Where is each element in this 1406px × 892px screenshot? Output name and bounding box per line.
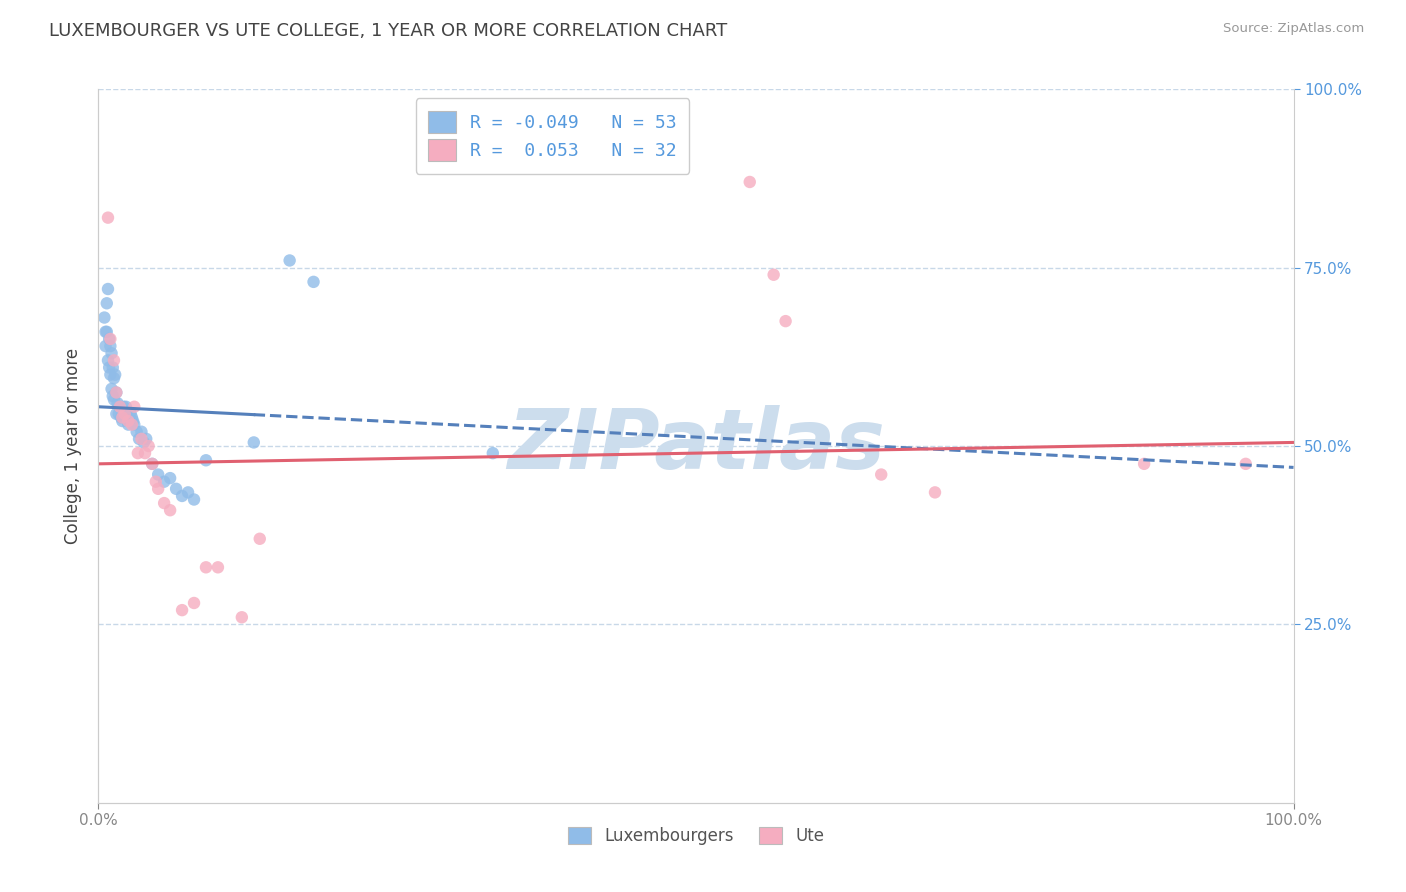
Point xyxy=(231,610,253,624)
Point xyxy=(172,489,194,503)
Point xyxy=(93,310,115,325)
Point xyxy=(117,417,139,432)
Point xyxy=(100,346,122,360)
Point xyxy=(153,496,176,510)
Point xyxy=(94,339,117,353)
Point xyxy=(100,382,122,396)
Point xyxy=(98,332,121,346)
Point xyxy=(775,314,797,328)
Point xyxy=(101,360,124,375)
Point xyxy=(101,389,124,403)
Point xyxy=(98,332,122,346)
Point xyxy=(97,353,120,368)
Point xyxy=(924,485,946,500)
Point xyxy=(125,425,148,439)
Point xyxy=(159,471,181,485)
Point xyxy=(148,482,170,496)
Point xyxy=(738,175,761,189)
Point xyxy=(870,467,893,482)
Point xyxy=(302,275,325,289)
Point xyxy=(1133,457,1156,471)
Point xyxy=(131,432,153,446)
Point xyxy=(481,446,505,460)
Point xyxy=(114,407,136,421)
Point xyxy=(165,482,187,496)
Point xyxy=(107,407,129,421)
Point xyxy=(131,425,153,439)
Point xyxy=(114,407,136,421)
Point xyxy=(177,485,200,500)
Point xyxy=(111,414,134,428)
Point xyxy=(103,392,125,407)
Point xyxy=(141,457,163,471)
Point xyxy=(111,410,134,425)
Legend: Luxembourgers, Ute: Luxembourgers, Ute xyxy=(561,820,831,852)
Point xyxy=(96,325,118,339)
Point xyxy=(105,385,128,400)
Point xyxy=(1234,457,1257,471)
Point xyxy=(128,432,150,446)
Text: LUXEMBOURGER VS UTE COLLEGE, 1 YEAR OR MORE CORRELATION CHART: LUXEMBOURGER VS UTE COLLEGE, 1 YEAR OR M… xyxy=(49,22,727,40)
Point xyxy=(207,560,229,574)
Point xyxy=(762,268,785,282)
Point xyxy=(120,407,142,421)
Point xyxy=(110,410,132,425)
Point xyxy=(141,457,163,471)
Point xyxy=(98,339,122,353)
Point xyxy=(96,296,118,310)
Point xyxy=(122,414,145,428)
Point xyxy=(121,410,143,425)
Point xyxy=(97,282,120,296)
Point xyxy=(195,560,218,574)
Point xyxy=(183,596,205,610)
Point xyxy=(127,446,149,460)
Point xyxy=(159,503,181,517)
Point xyxy=(107,396,129,410)
Point xyxy=(115,407,138,421)
Point xyxy=(105,407,128,421)
Point xyxy=(105,385,128,400)
Point xyxy=(132,435,155,450)
Y-axis label: College, 1 year or more: College, 1 year or more xyxy=(65,348,83,544)
Point xyxy=(243,435,266,450)
Point xyxy=(112,400,135,414)
Point xyxy=(97,211,120,225)
Point xyxy=(183,492,205,507)
Point xyxy=(124,417,146,432)
Point xyxy=(117,414,139,428)
Point xyxy=(108,400,131,414)
Point xyxy=(148,467,170,482)
Point xyxy=(115,400,138,414)
Point xyxy=(138,439,160,453)
Point xyxy=(145,475,167,489)
Point xyxy=(118,414,141,428)
Point xyxy=(135,432,157,446)
Point xyxy=(94,325,117,339)
Point xyxy=(249,532,271,546)
Point xyxy=(104,368,127,382)
Point xyxy=(195,453,218,467)
Point xyxy=(278,253,301,268)
Point xyxy=(134,446,156,460)
Point xyxy=(103,371,125,385)
Point xyxy=(98,360,121,375)
Text: Source: ZipAtlas.com: Source: ZipAtlas.com xyxy=(1223,22,1364,36)
Point xyxy=(121,417,143,432)
Point xyxy=(98,368,122,382)
Point xyxy=(108,400,131,414)
Point xyxy=(172,603,194,617)
Point xyxy=(103,353,125,368)
Point xyxy=(124,400,146,414)
Text: ZIPatlas: ZIPatlas xyxy=(508,406,884,486)
Point xyxy=(153,475,176,489)
